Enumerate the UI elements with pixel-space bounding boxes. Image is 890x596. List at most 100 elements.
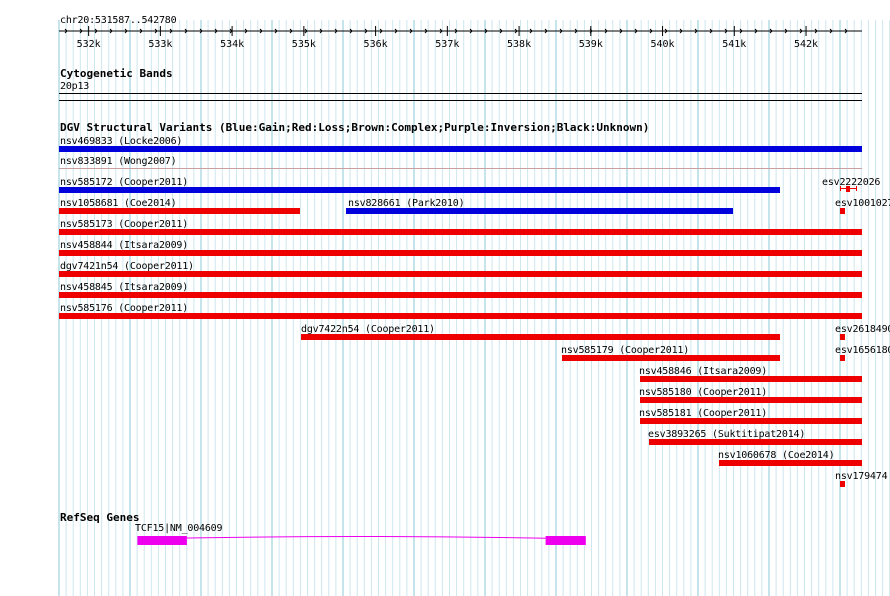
dgv-feature-bar[interactable]	[840, 481, 845, 487]
ruler-tick-label: 534k	[220, 39, 244, 50]
dgv-feature-label[interactable]: nsv585181 (Cooper2011)	[639, 408, 768, 419]
dgv-feature-label[interactable]: esv2618490	[835, 324, 890, 335]
dgv-feature-endmark	[840, 186, 842, 191]
dgv-feature-bar[interactable]	[300, 334, 781, 340]
ruler-tick-label: 532k	[77, 39, 101, 50]
ruler-arrow	[79, 28, 83, 34]
ruler-arrow	[454, 28, 458, 34]
dgv-feature-label[interactable]: nsv1060678 (Coe2014)	[718, 450, 835, 461]
dgv-feature-bar[interactable]	[59, 168, 862, 169]
ruler-arrow	[649, 28, 653, 34]
dgv-feature-label[interactable]: nsv179474	[835, 471, 888, 482]
ruler-arrow	[379, 28, 383, 34]
ruler-arrow	[259, 28, 263, 34]
dgv-track-title[interactable]: DGV Structural Variants (Blue:Gain;Red:L…	[60, 121, 650, 134]
cytoband-track-title[interactable]: Cytogenetic Bands	[60, 67, 173, 80]
dgv-feature-label[interactable]: nsv833891 (Wong2007)	[60, 156, 177, 167]
ruler-arrow	[814, 28, 818, 34]
dgv-feature-bar[interactable]	[59, 271, 862, 277]
dgv-feature-label[interactable]: nsv585173 (Cooper2011)	[60, 219, 189, 230]
dgv-feature-label[interactable]: esv2222026	[822, 177, 881, 188]
ruler-arrow	[334, 28, 338, 34]
gene-intron	[137, 536, 586, 540]
ruler[interactable]: 532k 533k 534k 535k 536k 537k 538k 539k 540k 541k…	[0, 22, 890, 52]
ruler-tick-label: 538k	[507, 39, 531, 50]
ruler-arrow	[244, 28, 248, 34]
dgv-feature-bar[interactable]	[59, 313, 862, 319]
ruler-arrow	[694, 28, 698, 34]
dgv-feature-bar[interactable]	[59, 146, 862, 152]
dgv-feature-bar[interactable]	[346, 208, 733, 214]
ruler-tick-label: 535k	[292, 39, 316, 50]
dgv-feature-bar[interactable]	[59, 292, 862, 298]
ruler-arrow	[799, 28, 803, 34]
dgv-feature-bar[interactable]	[840, 208, 845, 214]
ruler-arrow	[634, 28, 638, 34]
ruler-arrow	[169, 28, 173, 34]
dgv-feature-label[interactable]: dgv7421n54 (Cooper2011)	[60, 261, 194, 272]
gene-exon	[137, 536, 187, 545]
dgv-feature-bar[interactable]	[639, 376, 862, 382]
ruler-arrow	[679, 28, 683, 34]
dgv-feature-label[interactable]: nsv458846 (Itsara2009)	[639, 366, 768, 377]
ruler-arrow	[844, 28, 848, 34]
dgv-feature-bar[interactable]	[59, 208, 301, 214]
ruler-arrow	[124, 28, 128, 34]
cytoband-label: 20p13	[60, 81, 90, 92]
dgv-feature-bar[interactable]	[840, 334, 845, 340]
ruler-arrow	[64, 28, 68, 34]
dgv-feature-bar[interactable]	[59, 250, 862, 256]
ruler-arrow	[559, 28, 563, 34]
ruler-arrow	[109, 28, 113, 34]
dgv-feature-bar[interactable]	[846, 186, 851, 192]
dgv-feature-bar[interactable]	[840, 355, 845, 361]
dgv-feature-label[interactable]: nsv585179 (Cooper2011)	[561, 345, 690, 356]
dgv-feature-label[interactable]: nsv458844 (Itsara2009)	[60, 240, 189, 251]
ruler-arrow	[304, 28, 308, 34]
dgv-feature-label[interactable]: nsv585180 (Cooper2011)	[639, 387, 768, 398]
ruler-arrow	[394, 28, 398, 34]
dgv-feature-bar[interactable]	[59, 187, 780, 193]
dgv-feature-label[interactable]: esv1656180	[835, 345, 890, 356]
dgv-feature-label[interactable]: esv3893265 (Suktitipat2014)	[648, 429, 806, 440]
ruler-tick-label: 539k	[579, 39, 603, 50]
dgv-feature-bar[interactable]	[648, 439, 862, 445]
ruler-arrow	[754, 28, 758, 34]
ruler-arrow	[784, 28, 788, 34]
dgv-feature-label[interactable]: esv1001027	[835, 198, 890, 209]
gene-model-tcf15[interactable]	[0, 534, 890, 548]
dgv-feature-bar[interactable]	[562, 355, 781, 361]
dgv-feature-bar[interactable]	[639, 397, 862, 403]
ruler-arrow	[154, 28, 158, 34]
refseq-track-title[interactable]: RefSeq Genes	[60, 511, 140, 524]
cytoband-line-top	[59, 93, 862, 94]
ruler-arrow	[364, 28, 368, 34]
ruler-arrow	[469, 28, 473, 34]
dgv-feature-bar[interactable]	[639, 418, 862, 424]
ruler-tick-label: 541k	[722, 39, 746, 50]
ruler-arrow	[409, 28, 413, 34]
dgv-feature-label[interactable]: nsv1058681 (Coe2014)	[60, 198, 177, 209]
ruler-range-label: chr20:531587..542780	[60, 15, 177, 26]
ruler-arrow	[439, 28, 443, 34]
dgv-feature-label[interactable]: nsv585176 (Cooper2011)	[60, 303, 189, 314]
dgv-feature-label[interactable]: nsv828661 (Park2010)	[348, 198, 465, 209]
ruler-tick-label: 537k	[435, 39, 459, 50]
dgv-feature-bar[interactable]	[718, 460, 862, 466]
dgv-feature-label[interactable]: nsv469833 (Locke2006)	[60, 136, 183, 147]
ruler-arrow	[709, 28, 713, 34]
ruler-arrow	[319, 28, 323, 34]
dgv-feature-label[interactable]: nsv585172 (Cooper2011)	[60, 177, 189, 188]
ruler-arrow	[184, 28, 188, 34]
ruler-arrow	[739, 28, 743, 34]
dgv-feature-label[interactable]: nsv458845 (Itsara2009)	[60, 282, 189, 293]
ruler-arrow	[289, 28, 293, 34]
ruler-arrow	[484, 28, 488, 34]
ruler-arrow	[604, 28, 608, 34]
gene-label[interactable]: TCF15|NM_004609	[135, 523, 223, 534]
dgv-feature-label[interactable]: dgv7422n54 (Cooper2011)	[301, 324, 435, 335]
dgv-feature-bar[interactable]	[59, 229, 862, 235]
ruler-arrow	[544, 28, 548, 34]
ruler-arrow	[349, 28, 353, 34]
